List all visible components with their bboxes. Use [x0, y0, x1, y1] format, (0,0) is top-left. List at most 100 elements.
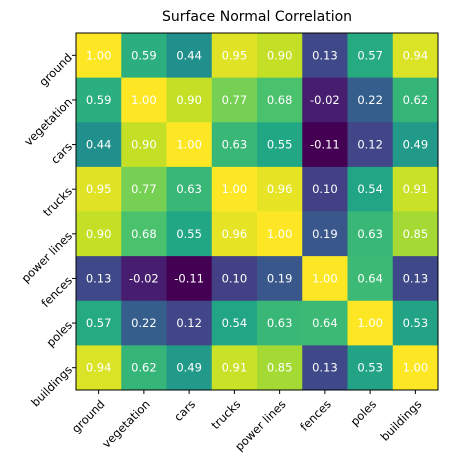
heatmap-cell-power-lines-fences [302, 211, 348, 257]
heatmap-cell-power-lines-cars [166, 211, 213, 257]
heatmap-cell-cars-trucks [211, 122, 258, 168]
cell-value-label: 0.85 [403, 227, 429, 241]
x-tick-label-trucks: trucks [208, 397, 243, 432]
heatmap-cell-ground-poles [347, 33, 394, 79]
cell-value-label: -0.11 [174, 271, 204, 285]
heatmap-cell-ground-power-lines [257, 33, 303, 79]
heatmap-cell-cars-fences [302, 122, 348, 168]
heatmap-cell-vegetation-trucks [211, 77, 258, 123]
cell-value-label: 1.00 [312, 271, 338, 285]
cell-value-label: 0.54 [222, 316, 248, 330]
y-tick-label-vegetation: vegetation [21, 95, 75, 149]
cell-value-label: 1.00 [403, 361, 429, 375]
cell-value-label: 0.94 [86, 361, 112, 375]
y-tick-label-ground: ground [36, 50, 75, 89]
x-tick-label-buildings: buildings [378, 397, 425, 444]
cell-value-label: 0.63 [222, 138, 248, 152]
heatmap-cell-poles-power-lines [257, 300, 303, 346]
cell-value-label: 1.00 [222, 182, 248, 196]
cell-value-label: 0.10 [222, 271, 248, 285]
heatmap-cell-cars-poles [347, 122, 394, 168]
heatmap-cell-cars-power-lines [257, 122, 303, 168]
y-tick-label-poles: poles [43, 318, 75, 350]
heatmap-cell-buildings-ground [76, 345, 122, 391]
heatmap-cell-trucks-buildings [392, 166, 439, 213]
heatmap-cell-vegetation-fences [302, 77, 348, 123]
heatmap-cell-trucks-fences [302, 166, 348, 213]
cell-value-label: 0.55 [176, 227, 202, 241]
y-tick-label-trucks: trucks [40, 184, 75, 219]
cell-value-label: 0.62 [403, 93, 429, 107]
chart-title: Surface Normal Correlation [162, 9, 352, 25]
cell-value-label: 0.53 [403, 316, 429, 330]
heatmap-cell-cars-buildings [392, 122, 439, 168]
cell-value-label: 0.64 [357, 271, 383, 285]
cell-value-label: 0.49 [403, 138, 429, 152]
cell-value-label: 0.90 [131, 138, 157, 152]
cell-value-label: -0.02 [129, 271, 159, 285]
cell-value-label: 1.00 [267, 227, 293, 241]
heatmap-cell-poles-fences [302, 300, 348, 346]
heatmap-cell-fences-buildings [392, 256, 439, 302]
heatmap-cell-power-lines-buildings [392, 211, 439, 257]
cell-value-label: 0.13 [312, 361, 338, 375]
heatmap-cell-ground-ground [76, 33, 122, 79]
heatmap-cell-vegetation-vegetation [121, 77, 167, 123]
heatmap-cell-power-lines-ground [76, 211, 122, 257]
cell-value-label: 0.49 [176, 361, 202, 375]
cell-value-label: 0.55 [267, 138, 293, 152]
heatmap-cell-power-lines-power-lines [257, 211, 303, 257]
heatmap-cell-power-lines-trucks [211, 211, 258, 257]
heatmap-cell-fences-ground [76, 256, 122, 302]
cell-value-label: 0.96 [267, 182, 293, 196]
cell-value-label: 0.85 [267, 361, 293, 375]
heatmap-cell-vegetation-poles [347, 77, 394, 123]
heatmap-cell-vegetation-ground [76, 77, 122, 123]
heatmap-cell-vegetation-buildings [392, 77, 439, 123]
heatmap-cell-fences-power-lines [257, 256, 303, 302]
heatmap-cell-fences-fences [302, 256, 348, 302]
cell-value-label: 0.54 [357, 182, 383, 196]
heatmap-cell-poles-poles [347, 300, 394, 346]
cell-value-label: 0.12 [176, 316, 202, 330]
cell-value-label: 0.77 [222, 93, 248, 107]
cell-value-label: 0.63 [357, 227, 383, 241]
cell-value-label: 0.63 [267, 316, 293, 330]
cell-value-label: 0.90 [267, 48, 293, 62]
y-tick-label-cars: cars [48, 140, 75, 167]
heatmap-cell-ground-trucks [211, 33, 258, 79]
heatmap-cell-poles-ground [76, 300, 122, 346]
heatmap-cell-trucks-vegetation [121, 166, 167, 213]
cell-value-label: -0.02 [310, 93, 340, 107]
cell-value-label: 0.59 [86, 93, 112, 107]
plot-frame [75, 32, 439, 391]
cell-value-label: 0.12 [357, 138, 383, 152]
heatmap-cell-ground-cars [166, 33, 213, 79]
heatmap-cell-trucks-cars [166, 166, 213, 213]
cell-value-label: 0.57 [357, 48, 383, 62]
cell-value-label: 0.13 [403, 271, 429, 285]
heatmap-cell-fences-vegetation [121, 256, 167, 302]
x-tick-label-vegetation: vegetation [99, 397, 153, 451]
cell-value-label: 0.95 [222, 48, 248, 62]
heatmap-cell-fences-poles [347, 256, 394, 302]
x-tick-label-poles: poles [348, 397, 380, 429]
heatmap-cell-trucks-poles [347, 166, 394, 213]
cell-value-label: 0.13 [86, 271, 112, 285]
cell-value-label: 0.68 [267, 93, 293, 107]
cell-value-label: 0.22 [131, 316, 157, 330]
heatmap-cell-buildings-cars [166, 345, 213, 391]
heatmap-cell-buildings-buildings [392, 345, 439, 391]
heatmap-cell-buildings-vegetation [121, 345, 167, 391]
cell-value-label: 0.13 [312, 48, 338, 62]
cell-value-label: 1.00 [131, 93, 157, 107]
cell-value-label: -0.11 [310, 138, 340, 152]
heatmap-cell-ground-buildings [392, 33, 439, 79]
cell-value-label: 0.95 [86, 182, 112, 196]
heatmap-cell-ground-vegetation [121, 33, 167, 79]
heatmap-cell-buildings-power-lines [257, 345, 303, 391]
cell-value-label: 0.62 [131, 361, 157, 375]
cell-value-label: 1.00 [176, 138, 202, 152]
cell-value-label: 0.90 [176, 93, 202, 107]
